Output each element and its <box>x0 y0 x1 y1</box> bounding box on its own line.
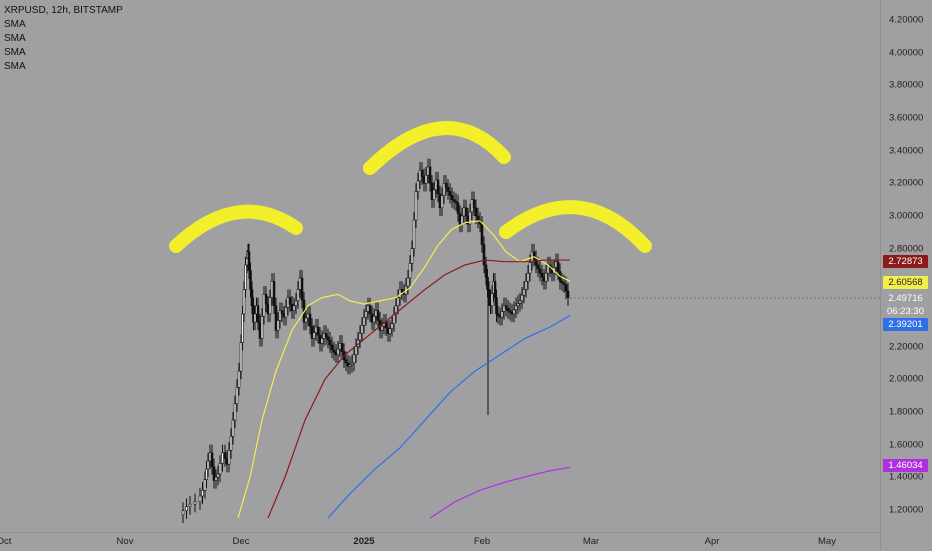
price-tick: 1.40000 <box>889 471 924 483</box>
time-tick: May <box>818 536 836 547</box>
time-axis[interactable]: Oct Nov Dec 2025 Feb Mar Apr May <box>0 532 880 551</box>
price-tick: 3.00000 <box>889 210 924 222</box>
price-tick: 1.60000 <box>889 439 924 451</box>
candlesticks <box>181 158 570 523</box>
time-tick: Nov <box>116 536 134 547</box>
sma-yellow-badge: 2.60568 <box>883 276 928 289</box>
indicator-label-sma-3[interactable]: SMA <box>4 47 26 58</box>
sma-blue-line <box>327 315 571 519</box>
price-tick: 3.20000 <box>889 177 924 189</box>
symbol-label[interactable]: XRPUSD, 12h, BITSTAMP <box>4 5 123 16</box>
price-tick: 4.20000 <box>889 14 924 26</box>
time-tick: Mar <box>582 536 600 547</box>
price-tick: 1.20000 <box>889 504 924 516</box>
left-shoulder-arc <box>169 204 303 253</box>
chart-legend[interactable]: XRPUSD, 12h, BITSTAMP SMA SMA SMA SMA <box>4 4 123 74</box>
head-arc <box>363 121 511 175</box>
price-tick: 4.00000 <box>889 47 924 59</box>
sma-red-line <box>267 259 570 519</box>
time-tick: Feb <box>473 536 491 547</box>
bar-countdown: 06:23:30 <box>883 305 928 318</box>
sma-yellow-line <box>237 220 571 519</box>
right-shoulder-arc <box>499 200 652 253</box>
chart-area[interactable] <box>0 0 880 532</box>
time-tick: Oct <box>0 536 12 547</box>
sma-purple-line <box>429 466 571 519</box>
sma-purple-badge: 1.46034 <box>883 459 928 472</box>
price-axis[interactable]: 4.20000 4.00000 3.80000 3.60000 3.40000 3.200… <box>880 0 932 550</box>
price-tick: 2.20000 <box>889 341 924 353</box>
price-tick: 2.00000 <box>889 373 924 385</box>
price-tick: 3.60000 <box>889 112 924 124</box>
price-tick: 3.40000 <box>889 145 924 157</box>
price-tick: 3.80000 <box>889 79 924 91</box>
price-chart[interactable] <box>0 0 880 532</box>
price-tick: 1.80000 <box>889 406 924 418</box>
time-tick: Dec <box>232 536 250 547</box>
indicator-label-sma-1[interactable]: SMA <box>4 19 26 30</box>
time-tick: 2025 <box>353 536 375 547</box>
last-price-badge: 2.49716 <box>883 292 928 305</box>
sma-red-badge: 2.72873 <box>883 255 928 268</box>
price-tick: 2.80000 <box>889 243 924 255</box>
indicator-label-sma-4[interactable]: SMA <box>4 61 26 72</box>
sma-blue-badge: 2.39201 <box>883 318 928 331</box>
indicator-label-sma-2[interactable]: SMA <box>4 33 26 44</box>
time-tick: Apr <box>704 536 720 547</box>
